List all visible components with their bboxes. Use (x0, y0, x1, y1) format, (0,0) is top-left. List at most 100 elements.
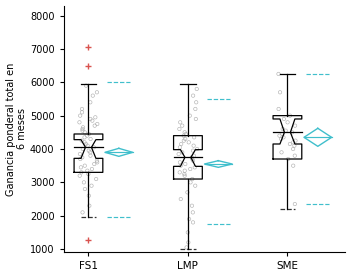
Point (186, 240, 191, 245)
Point (194, 87, 200, 91)
Point (80, 147, 86, 151)
Point (82, 130, 88, 135)
Point (185, 230, 191, 235)
Point (79, 110, 85, 114)
Point (93, 115, 98, 120)
Point (86, 194, 92, 198)
Point (287, 142, 293, 146)
Point (183, 162, 188, 166)
Point (189, 155, 195, 160)
Point (185, 190, 190, 194)
Point (87, 117, 93, 121)
Point (177, 160, 183, 165)
Point (178, 197, 184, 201)
Point (183, 137, 188, 141)
Point (79, 138, 85, 143)
Point (182, 168, 187, 173)
Point (190, 148, 196, 153)
Point (177, 145, 183, 150)
Point (181, 134, 186, 138)
Point (277, 90, 283, 94)
Point (193, 100, 199, 104)
Point (190, 220, 196, 225)
Point (93, 177, 99, 181)
Point (181, 172, 187, 176)
Point (87, 150, 93, 155)
Point (191, 153, 197, 158)
Point (280, 127, 285, 131)
Point (186, 140, 192, 145)
Point (81, 180, 87, 184)
Point (78, 157, 83, 161)
Point (179, 150, 185, 155)
Point (79, 107, 85, 111)
Point (88, 137, 93, 141)
Point (176, 152, 181, 156)
Point (82, 187, 88, 191)
Point (278, 137, 284, 141)
Point (82, 140, 87, 145)
Point (86, 132, 92, 136)
Point (177, 127, 182, 131)
Point (281, 135, 286, 140)
Point (83, 83, 89, 88)
Point (276, 107, 282, 111)
Point (182, 173, 187, 178)
Point (281, 117, 287, 121)
Point (77, 152, 83, 156)
Point (183, 132, 188, 136)
Point (79, 170, 84, 175)
Point (187, 167, 193, 171)
Y-axis label: Ganancia ponderal total en
6 meses: Ganancia ponderal total en 6 meses (6, 62, 27, 196)
Point (190, 93, 196, 98)
Point (186, 217, 192, 221)
Point (285, 120, 290, 125)
Point (279, 150, 284, 155)
Point (86, 172, 91, 176)
Point (92, 162, 97, 166)
Point (189, 204, 195, 208)
Point (79, 155, 85, 160)
Point (94, 122, 100, 126)
Point (292, 143, 297, 148)
Point (87, 204, 92, 208)
Point (94, 90, 100, 94)
Point (89, 167, 95, 171)
Point (290, 130, 295, 135)
Point (188, 180, 193, 184)
Point (285, 157, 291, 161)
Point (179, 124, 185, 128)
Point (292, 124, 298, 128)
Point (293, 138, 298, 143)
Point (181, 138, 187, 143)
Point (90, 119, 95, 123)
Point (290, 163, 296, 168)
Point (277, 134, 282, 138)
Point (177, 120, 183, 125)
Point (193, 117, 199, 121)
Point (90, 93, 95, 98)
Point (178, 142, 184, 146)
Point (77, 113, 83, 118)
Point (191, 135, 197, 140)
Point (192, 165, 198, 170)
Point (80, 125, 86, 130)
Point (178, 163, 184, 168)
Point (191, 143, 197, 148)
Point (283, 129, 289, 133)
Point (292, 202, 298, 206)
Point (80, 129, 85, 133)
Point (290, 140, 296, 145)
Point (94, 160, 100, 165)
Point (78, 165, 84, 170)
Point (88, 153, 93, 158)
Point (194, 147, 200, 151)
Point (187, 113, 193, 118)
Point (279, 132, 285, 136)
Point (290, 147, 296, 151)
Point (276, 72, 281, 76)
Point (177, 170, 183, 175)
Point (83, 142, 89, 146)
Point (192, 183, 198, 188)
Point (184, 245, 190, 250)
